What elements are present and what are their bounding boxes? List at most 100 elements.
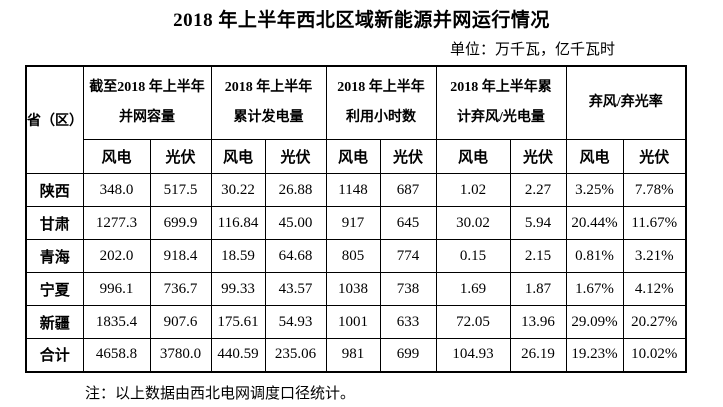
- table-cell: 116.84: [210, 206, 266, 240]
- header-line: 2018 年上半年累: [450, 80, 552, 95]
- table-cell: 348.0: [82, 173, 151, 207]
- table-cell: 1835.4: [82, 305, 151, 339]
- table-cell: 2.15: [509, 239, 567, 273]
- table-cell: 3.25%: [565, 173, 624, 207]
- col-group-generation: 2018 年上半年 累计发电量: [210, 65, 327, 140]
- table-cell: 202.0: [82, 239, 151, 273]
- table-cell: 0.81%: [565, 239, 624, 273]
- table-cell: 54.93: [264, 305, 327, 339]
- table-cell: 175.61: [210, 305, 266, 339]
- subheader-solar: 光伏: [149, 139, 212, 174]
- table-cell: 20.27%: [622, 305, 687, 339]
- table-cell: 1277.3: [82, 206, 151, 240]
- table-cell: 981: [325, 338, 381, 372]
- table-cell: 45.00: [264, 206, 327, 240]
- table-cell: 11.67%: [622, 206, 687, 240]
- table-cell: 907.6: [149, 305, 212, 339]
- table-cell: 738: [379, 272, 437, 306]
- table-cell: 774: [379, 239, 437, 273]
- table-cell: 10.02%: [622, 338, 687, 372]
- subheader-wind: 风电: [325, 139, 381, 174]
- row-label-province: 宁夏: [25, 272, 84, 306]
- table-cell: 3.21%: [622, 239, 687, 273]
- header-line: 弃风/弃光率: [588, 95, 663, 110]
- row-label-province: 合计: [25, 338, 84, 372]
- table-cell: 736.7: [149, 272, 212, 306]
- table-row: 新疆 1835.4 907.6 175.61 54.93 1001 633 72.05 13.9…: [25, 305, 687, 339]
- table-body: 陕西 348.0 517.5 30.22 26.88 1148 687 1.02 2.27 3.2…: [25, 173, 687, 372]
- header-line: 2018 年上半年: [337, 80, 425, 95]
- col-group-installed-capacity: 截至2018 年上半年 并网容量: [82, 65, 212, 140]
- table-cell: 20.44%: [565, 206, 624, 240]
- unit-label: 单位：万千瓦，亿千瓦时: [449, 42, 615, 58]
- table-cell: 805: [325, 239, 381, 273]
- table-cell: 26.19: [509, 338, 567, 372]
- table-cell: 1.69: [435, 272, 511, 306]
- row-label-province: 甘肃: [25, 206, 84, 240]
- subheader-wind: 风电: [435, 139, 511, 174]
- subheader-solar: 光伏: [264, 139, 327, 174]
- table-cell: 3780.0: [149, 338, 212, 372]
- subheader-solar: 光伏: [622, 139, 687, 174]
- table-cell: 917: [325, 206, 381, 240]
- table-cell: 19.23%: [565, 338, 624, 372]
- table-cell: 99.33: [210, 272, 266, 306]
- table-cell: 1.02: [435, 173, 511, 207]
- table-row: 陕西 348.0 517.5 30.22 26.88 1148 687 1.02 2.27 3.2…: [25, 173, 687, 207]
- data-table: 省（区） 截至2018 年上半年 并网容量 2018 年上半年 累计发电量 20…: [25, 65, 688, 373]
- table-cell: 699.9: [149, 206, 212, 240]
- subheader-solar: 光伏: [379, 139, 437, 174]
- table-cell: 1.67%: [565, 272, 624, 306]
- table-row: 宁夏 996.1 736.7 99.33 43.57 1038 738 1.69 1.87 1.6…: [25, 272, 687, 306]
- col-group-curtailment-rate: 弃风/弃光率: [565, 65, 687, 140]
- footnote: 注：以上数据由西北电网调度口径统计。: [85, 385, 356, 402]
- row-label-province: 青海: [25, 239, 84, 273]
- header-sub-row: 风电 光伏 风电 光伏 风电 光伏 风电 光伏 风电 光伏: [26, 139, 687, 174]
- header-line: 利用小时数: [346, 110, 416, 125]
- col-group-utilization-hours: 2018 年上半年 利用小时数: [325, 65, 437, 140]
- table-cell: 2.27: [509, 173, 567, 207]
- corner-header-province: 省（区）: [25, 65, 84, 174]
- table-row: 合计 4658.8 3780.0 440.59 235.06 981 699 104.93 26…: [25, 338, 687, 372]
- table-cell: 440.59: [210, 338, 266, 372]
- header-group-row: 省（区） 截至2018 年上半年 并网容量 2018 年上半年 累计发电量 20…: [25, 65, 687, 174]
- subheader-wind: 风电: [210, 139, 266, 174]
- table-cell: 4658.8: [82, 338, 151, 372]
- table-cell: 29.09%: [565, 305, 624, 339]
- table-cell: 687: [379, 173, 437, 207]
- table-row: 青海 202.0 918.4 18.59 64.68 805 774 0.15 2.15 0.81…: [25, 239, 687, 273]
- table-row: 甘肃 1277.3 699.9 116.84 45.00 917 645 30.02 5.94 2…: [25, 206, 687, 240]
- table-cell: 645: [379, 206, 437, 240]
- table-cell: 30.02: [435, 206, 511, 240]
- header-line: 累计发电量: [233, 110, 304, 125]
- table-cell: 7.78%: [622, 173, 687, 207]
- table-cell: 5.94: [509, 206, 567, 240]
- table-cell: 13.96: [509, 305, 567, 339]
- row-label-province: 陕西: [25, 173, 84, 207]
- table-cell: 699: [379, 338, 437, 372]
- table-cell: 26.88: [264, 173, 327, 207]
- table-cell: 918.4: [149, 239, 212, 273]
- table-cell: 43.57: [264, 272, 327, 306]
- col-group-curtailed-energy: 2018 年上半年累 计弃风/光电量: [435, 65, 567, 140]
- table-cell: 996.1: [82, 272, 151, 306]
- table-cell: 64.68: [264, 239, 327, 273]
- header-line: 2018 年上半年: [224, 80, 313, 95]
- table-cell: 235.06: [264, 338, 327, 372]
- table-cell: 30.22: [210, 173, 266, 207]
- table-cell: 1148: [325, 173, 381, 207]
- page-title: 2018 年上半年西北区域新能源并网运行情况: [173, 10, 550, 31]
- table-cell: 1.87: [509, 272, 567, 306]
- table-cell: 4.12%: [622, 272, 687, 306]
- table-cell: 18.59: [210, 239, 266, 273]
- table-cell: 0.15: [435, 239, 511, 273]
- subheader-wind: 风电: [565, 139, 624, 174]
- header-line: 截至2018 年上半年: [89, 80, 205, 95]
- table-cell: 104.93: [435, 338, 511, 372]
- table-cell: 517.5: [149, 173, 212, 207]
- header-line: 计弃风/光电量: [457, 110, 545, 125]
- table-cell: 1001: [325, 305, 381, 339]
- table-cell: 72.05: [435, 305, 511, 339]
- row-label-province: 新疆: [25, 305, 84, 339]
